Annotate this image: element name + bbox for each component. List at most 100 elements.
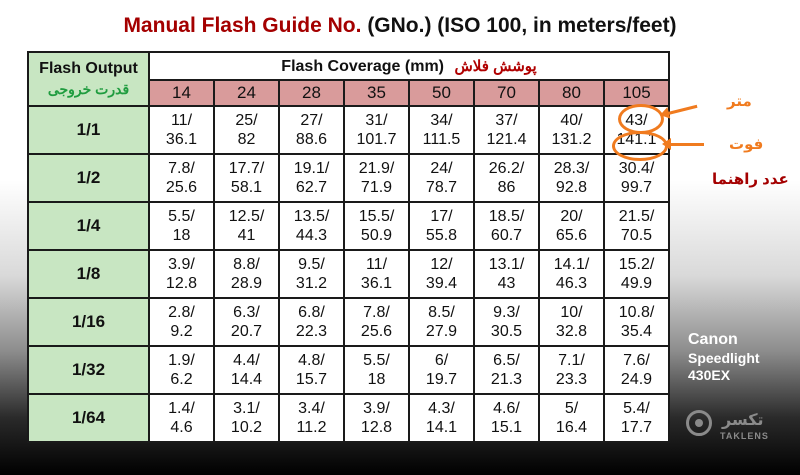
guide-number-meters: 1.4/ [168, 400, 195, 417]
guide-number-cell: 20/65.6 [538, 201, 605, 251]
guide-number-feet: 27.9 [425, 323, 458, 340]
guide-number-meters: 14.1/ [553, 256, 590, 273]
guide-number-cell: 17/55.8 [408, 201, 475, 251]
guide-number-meters: 10.8/ [618, 304, 655, 321]
guide-number-cell: 6.5/21.3 [473, 345, 540, 395]
guide-number-meters: 27/ [300, 112, 323, 129]
guide-number-annotation: عدد راهنما [712, 171, 789, 188]
guide-number-meters: 9.5/ [298, 256, 325, 273]
focal-length-cell: 50 [408, 79, 475, 107]
guide-number-cell: 6.3/20.7 [213, 297, 280, 347]
guide-number-meters: 12.5/ [228, 208, 265, 225]
guide-number-meters: 26.2/ [488, 160, 525, 177]
guide-number-feet: 15.1 [490, 419, 523, 436]
guide-number-meters: 12/ [430, 256, 453, 273]
guide-number-cell: 4.6/15.1 [473, 393, 540, 443]
guide-number-meters: 24/ [430, 160, 453, 177]
power-level-cell: 1/1 [27, 105, 150, 155]
power-row: 1/16 2.8/9.2 6.3/20.7 6.8/22.3 7.8/25.6 8.5/2… [27, 297, 670, 347]
guide-number-feet: 71.9 [360, 179, 393, 196]
guide-number-cell: 31/101.7 [343, 105, 410, 155]
power-level-cell: 1/64 [27, 393, 150, 443]
guide-number-meters: 17.7/ [228, 160, 265, 177]
guide-number-feet: 78.7 [425, 179, 458, 196]
guide-number-cell: 1.4/4.6 [148, 393, 215, 443]
guide-number-feet: 36.1 [360, 275, 393, 292]
guide-number-meters: 21.5/ [618, 208, 655, 225]
guide-number-cell: 11/36.1 [148, 105, 215, 155]
guide-number-meters: 7.8/ [168, 160, 195, 177]
guide-number-feet: 49.9 [620, 275, 653, 292]
guide-number-cell: 21.5/70.5 [603, 201, 670, 251]
guide-number-meters: 20/ [560, 208, 583, 225]
guide-number-cell: 12.5/41 [213, 201, 280, 251]
guide-number-feet: 50.9 [360, 227, 393, 244]
guide-number-meters: 30.4/ [618, 160, 655, 177]
guide-number-cell: 13.1/43 [473, 249, 540, 299]
guide-number-cell: 37/121.4 [473, 105, 540, 155]
guide-number-feet: 36.1 [165, 131, 198, 148]
guide-number-cell: 15.2/49.9 [603, 249, 670, 299]
guide-number-cell: 4.3/14.1 [408, 393, 475, 443]
meter-highlight-ellipse [618, 104, 664, 134]
guide-number-feet: 6.2 [170, 371, 193, 388]
product-label: Canon Speedlight 430EX [688, 330, 760, 384]
guide-number-feet: 86 [497, 179, 516, 196]
guide-number-meters: 4.8/ [298, 352, 325, 369]
guide-number-meters: 8.8/ [233, 256, 260, 273]
guide-number-meters: 18.5/ [488, 208, 525, 225]
guide-number-meters: 3.1/ [233, 400, 260, 417]
power-row: 1/2 7.8/25.6 17.7/58.1 19.1/62.7 21.9/71.9 24… [27, 153, 670, 203]
flash-coverage-label: Flash Coverage (mm) [281, 57, 445, 75]
guide-number-feet: 88.6 [295, 131, 328, 148]
guide-number-cell: 5.5/18 [343, 345, 410, 395]
guide-number-meters: 5.4/ [623, 400, 650, 417]
guide-number-meters: 11/ [365, 256, 388, 273]
guide-number-meters: 15.5/ [358, 208, 395, 225]
guide-number-cell: 25/82 [213, 105, 280, 155]
guide-number-cell: 13.5/44.3 [278, 201, 345, 251]
guide-number-meters: 17/ [430, 208, 453, 225]
guide-number-cell: 5.5/18 [148, 201, 215, 251]
logo-name-fa: تکسر [722, 412, 764, 429]
focal-length-cell: 35 [343, 79, 410, 107]
focal-length-cell: 70 [473, 79, 540, 107]
guide-number-feet: 12.8 [360, 419, 393, 436]
power-row: 1/32 1.9/6.2 4.4/14.4 4.8/15.7 5.5/18 6/19.7 6… [27, 345, 670, 395]
meter-annotation: متر [727, 93, 752, 110]
guide-number-feet: 58.1 [230, 179, 263, 196]
guide-number-meters: 10/ [560, 304, 583, 321]
guide-number-cell: 34/111.5 [408, 105, 475, 155]
guide-number-feet: 30.5 [490, 323, 523, 340]
guide-number-cell: 26.2/86 [473, 153, 540, 203]
guide-number-feet: 18 [367, 371, 386, 388]
guide-number-cell: 3.9/12.8 [343, 393, 410, 443]
guide-number-meters: 19.1/ [293, 160, 330, 177]
guide-number-feet: 17.7 [620, 419, 653, 436]
guide-number-feet: 43 [497, 275, 516, 292]
guide-number-cell: 28.3/92.8 [538, 153, 605, 203]
guide-number-feet: 23.3 [555, 371, 588, 388]
guide-number-table: Flash Output قدرت خروجی Flash Coverage (… [27, 51, 670, 443]
flash-coverage-header: Flash Coverage (mm) پوشش فلاش [148, 51, 670, 81]
guide-number-cell: 9.3/30.5 [473, 297, 540, 347]
guide-number-cell: 7.1/23.3 [538, 345, 605, 395]
guide-number-feet: 35.4 [620, 323, 653, 340]
guide-number-feet: 12.8 [165, 275, 198, 292]
focal-length-cell: 105 [603, 79, 670, 107]
guide-number-feet: 14.1 [425, 419, 458, 436]
guide-number-meters: 4.6/ [493, 400, 520, 417]
product-model: 430EX [688, 367, 731, 383]
guide-number-feet: 111.5 [422, 131, 461, 148]
focal-length-cell: 80 [538, 79, 605, 107]
guide-number-feet: 70.5 [620, 227, 653, 244]
guide-number-cell: 5/16.4 [538, 393, 605, 443]
focal-length-row: 14 24 28 35 50 70 80 105 [28, 79, 670, 107]
product-brand: Canon [688, 331, 738, 348]
flash-output-label-fa: قدرت خروجی [47, 81, 130, 97]
focal-length-cell: 24 [213, 79, 280, 107]
guide-number-feet: 11.2 [296, 419, 327, 436]
flash-output-header: Flash Output قدرت خروجی [27, 51, 150, 107]
power-level-cell: 1/32 [27, 345, 150, 395]
guide-number-feet: 21.3 [490, 371, 523, 388]
